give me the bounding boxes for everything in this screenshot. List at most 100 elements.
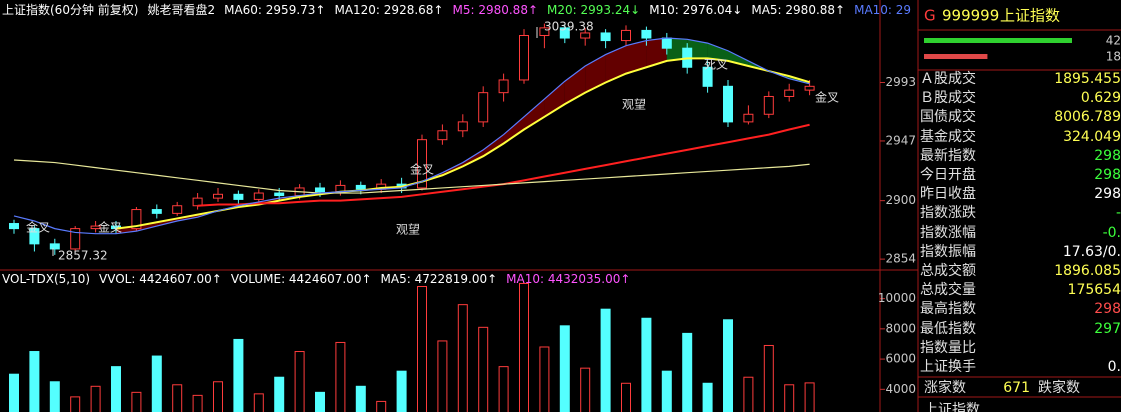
candle-body	[641, 29, 652, 39]
volume-bar	[213, 381, 223, 412]
candle-body	[743, 113, 754, 123]
candle-body	[253, 192, 264, 200]
volume-bar	[702, 382, 713, 412]
candle-body	[784, 89, 795, 97]
volume-bar	[804, 382, 815, 412]
candle-body	[559, 27, 570, 39]
quote-row: 基金成交 324.049	[920, 128, 1121, 147]
quote-value: 298	[1094, 186, 1121, 203]
quote-row: 指数振幅 17.63/0.	[920, 243, 1121, 262]
indicator: M10: 2976.04↓	[649, 3, 743, 17]
quote-row: 最新指数 298	[920, 147, 1121, 166]
ma-band	[483, 134, 504, 157]
quote-value: 298	[1094, 147, 1121, 164]
volume-bar	[253, 393, 264, 412]
volume-bar	[519, 282, 529, 412]
candle-body	[580, 32, 591, 39]
candle-body	[539, 27, 550, 36]
volume-bar	[90, 385, 101, 412]
annotation: 金叉	[410, 162, 434, 177]
indicator: MA120: 2928.68↑	[334, 3, 444, 17]
quote-label: Ｂ股成交	[920, 90, 976, 107]
volume-bar	[70, 396, 81, 412]
indicator: M20: 2993.24↓	[547, 3, 641, 17]
next-title: 上证指数	[924, 402, 980, 412]
ma-band	[605, 45, 626, 83]
quote-value: 324.049	[1063, 128, 1121, 145]
quote-label: 指数涨幅	[920, 224, 976, 241]
volume-bar	[600, 308, 611, 412]
volume-bar	[233, 338, 244, 412]
quote-value: 17.63/0.	[1062, 243, 1121, 260]
volume-bar	[9, 373, 19, 412]
indicator: MA10: 29	[854, 3, 912, 17]
quote-row: 指数量比	[920, 339, 1121, 358]
candle-body	[437, 130, 448, 141]
volume-bar	[661, 370, 672, 412]
candle-body	[519, 34, 529, 81]
volume-bar	[111, 366, 121, 412]
quote-row: Ａ股成交 1895.455	[920, 70, 1121, 89]
y-tick-label: 6000	[885, 352, 916, 366]
annotation: 金叉	[26, 220, 50, 235]
ma-line	[115, 57, 810, 230]
quote-label: 国债成交	[920, 109, 976, 126]
volume-bar	[192, 394, 203, 412]
volume-bar	[294, 351, 305, 412]
volume-bar	[131, 391, 142, 412]
quote-value: 8006.789	[1054, 109, 1121, 126]
annotation: 3039.38	[544, 20, 594, 34]
candle-body	[49, 243, 60, 250]
volume-bar	[355, 385, 366, 412]
indicator: M5: 2980.88↑	[452, 3, 539, 17]
candle-body	[131, 209, 142, 230]
y-tick-label: 10000	[878, 291, 916, 305]
quote-row: 指数涨幅 -0.	[920, 224, 1121, 243]
breadth-count: 42	[1106, 34, 1121, 48]
quote-label: 指数涨跌	[920, 205, 976, 222]
quote-row: 最低指数 297	[920, 320, 1121, 339]
quote-label: 指数振幅	[920, 243, 976, 260]
chart-title: VOL-TDX(5,10)	[2, 272, 91, 286]
ma-line	[13, 37, 810, 235]
annotation: 死叉	[704, 58, 728, 72]
volume-bar	[784, 384, 795, 412]
volume-bar	[621, 382, 631, 412]
quote-label: 基金成交	[920, 128, 976, 145]
candle-body	[90, 225, 101, 230]
quote-label: Ａ股成交	[920, 71, 976, 87]
candle-body	[457, 121, 468, 132]
quote-value: 175654	[1067, 282, 1121, 299]
volume-bar	[172, 384, 183, 412]
code-prefix: G	[924, 7, 936, 25]
volume-bar	[315, 391, 325, 412]
volume-bar	[723, 319, 733, 412]
quote-value: 298	[1094, 301, 1121, 318]
ma-band	[666, 38, 688, 61]
candle-body	[804, 85, 815, 91]
volume-bar	[498, 366, 509, 412]
breadth-bar	[924, 38, 1072, 43]
candle-body	[151, 209, 162, 214]
volume-bar	[559, 325, 570, 412]
quote-value: 1895.455	[1054, 71, 1121, 87]
quote-value: 0.	[1107, 359, 1121, 375]
volume-bar	[437, 340, 448, 412]
footer-count: 671	[1003, 380, 1030, 396]
quote-row: 总成交量 175654	[920, 281, 1121, 300]
quote-row: 上证换手 0.	[920, 358, 1121, 377]
ma-band	[503, 116, 524, 144]
footer-label: 涨家数	[924, 379, 966, 396]
quote-label: 总成交量	[920, 282, 976, 299]
indicator: VOLUME: 4424607.00↑	[230, 272, 372, 286]
quote-value: -0.	[1102, 224, 1121, 241]
candle-body	[661, 37, 672, 49]
annotation: 观望	[622, 98, 646, 112]
quote-row: 最高指数 298	[920, 300, 1121, 319]
y-tick-label: 2854	[885, 252, 916, 266]
volume-bar	[763, 344, 774, 412]
indicator: MA60: 2959.73↑	[224, 3, 326, 17]
breadth-bar	[924, 54, 988, 59]
